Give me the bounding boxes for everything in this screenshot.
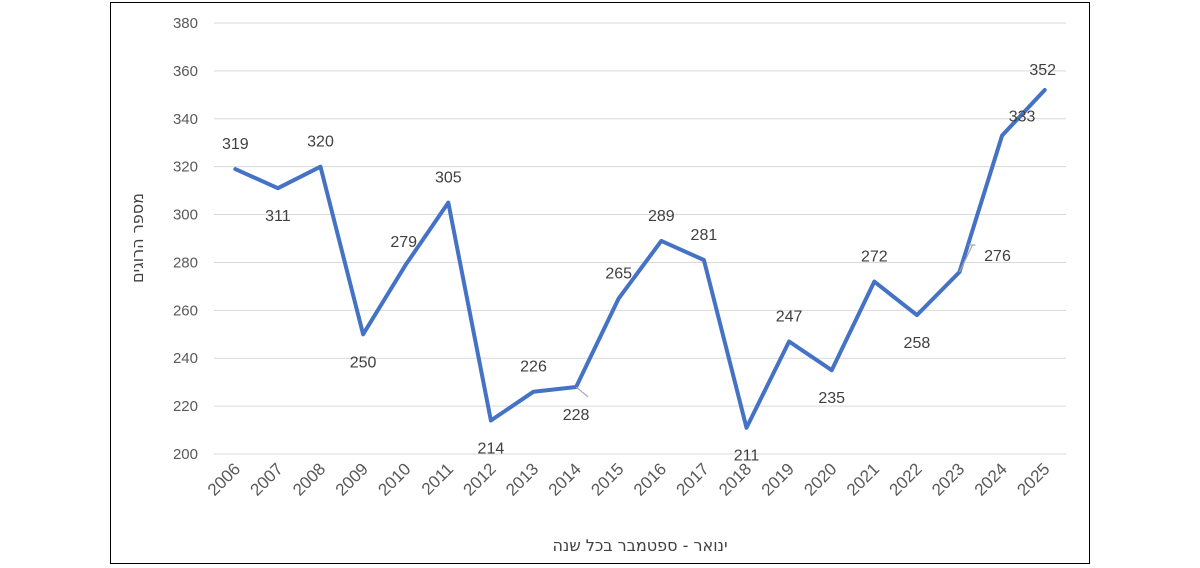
data-label: 281 xyxy=(691,227,718,244)
data-label: 279 xyxy=(390,234,417,251)
leader-line xyxy=(958,244,974,273)
data-label: 311 xyxy=(265,208,291,225)
x-tick-label: 2021 xyxy=(843,459,883,499)
x-tick-label: 2020 xyxy=(800,459,840,499)
data-label: 247 xyxy=(776,308,803,325)
y-tick-label: 280 xyxy=(173,254,198,271)
x-tick-label: 2014 xyxy=(545,459,585,499)
y-tick-label: 260 xyxy=(173,302,198,319)
chart-frame xyxy=(110,2,1090,564)
data-label: 228 xyxy=(563,407,590,424)
data-label: 235 xyxy=(818,390,845,407)
data-label: 352 xyxy=(1029,62,1056,79)
x-tick-label: 2013 xyxy=(502,459,542,499)
data-label: 289 xyxy=(648,208,675,225)
gridlines xyxy=(214,22,1066,455)
y-tick-label: 200 xyxy=(173,446,198,463)
leader-line xyxy=(575,386,589,398)
y-tick-label: 220 xyxy=(173,398,198,415)
x-axis-ticks: 2006 2007 2008 2009 2010 2011 2012 2013 2014 2015… xyxy=(204,459,1054,499)
data-label: 272 xyxy=(861,249,888,266)
x-tick-label: 2008 xyxy=(289,459,329,499)
data-label: 214 xyxy=(478,440,505,457)
y-axis-ticks: 200 220 240 260 280 300 320 340 360 380 xyxy=(173,15,198,463)
data-label: 305 xyxy=(435,170,462,187)
series-group xyxy=(233,88,1047,430)
y-axis-title: מספר הרוגים xyxy=(128,193,147,283)
x-tick-label: 2024 xyxy=(971,459,1011,499)
x-tick-label: 2018 xyxy=(715,459,755,499)
x-tick-label: 2007 xyxy=(247,459,287,499)
x-tick-label: 2009 xyxy=(332,459,372,499)
y-tick-label: 320 xyxy=(173,159,198,176)
x-tick-label: 2012 xyxy=(460,459,500,499)
y-tick-label: 380 xyxy=(173,15,198,32)
x-tick-label: 2016 xyxy=(630,459,670,499)
x-axis-title: ינואר - ספטמבר בכל שנה xyxy=(552,536,727,555)
y-tick-label: 240 xyxy=(173,350,198,367)
y-tick-label: 340 xyxy=(173,111,198,128)
x-tick-label: 2019 xyxy=(758,459,798,499)
y-tick-label: 360 xyxy=(173,63,198,80)
x-tick-label: 2017 xyxy=(673,459,713,499)
x-tick-label: 2025 xyxy=(1013,459,1053,499)
x-tick-label: 2011 xyxy=(418,459,457,498)
y-tick-label: 300 xyxy=(173,207,198,224)
x-tick-label: 2022 xyxy=(886,459,926,499)
data-labels: 319 311 320 250 279 305 214 226 228 265 289 281 211 2… xyxy=(222,62,1056,465)
data-label: 333 xyxy=(1009,109,1036,126)
data-label: 265 xyxy=(605,265,632,282)
x-tick-label: 2010 xyxy=(374,459,414,499)
data-label: 276 xyxy=(984,248,1011,265)
data-label: 211 xyxy=(734,448,760,465)
x-tick-label: 2006 xyxy=(204,459,244,499)
series-line xyxy=(233,88,1047,430)
data-label: 319 xyxy=(222,136,249,153)
data-label: 320 xyxy=(307,134,334,151)
data-label: 250 xyxy=(350,354,377,371)
data-label: 258 xyxy=(904,335,931,352)
data-label: 226 xyxy=(520,359,547,376)
x-tick-label: 2023 xyxy=(928,459,968,499)
x-tick-label: 2015 xyxy=(587,459,627,499)
